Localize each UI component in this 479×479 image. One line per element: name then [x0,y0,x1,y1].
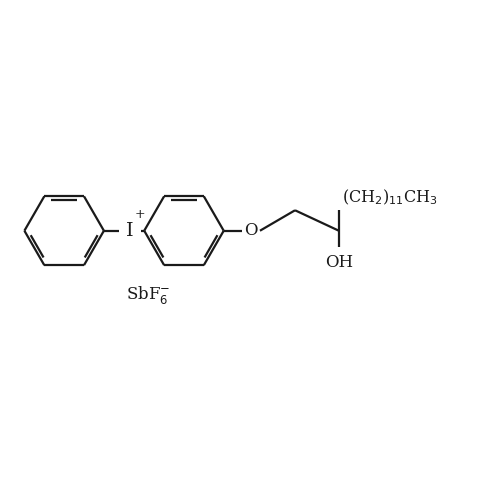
Text: SbF$_6^{-}$: SbF$_6^{-}$ [125,284,170,306]
Text: +: + [135,208,146,221]
Text: O: O [244,222,258,239]
Text: I: I [126,222,134,240]
Text: (CH$_2$)$_{11}$CH$_3$: (CH$_2$)$_{11}$CH$_3$ [342,188,437,207]
Text: OH: OH [325,254,353,271]
